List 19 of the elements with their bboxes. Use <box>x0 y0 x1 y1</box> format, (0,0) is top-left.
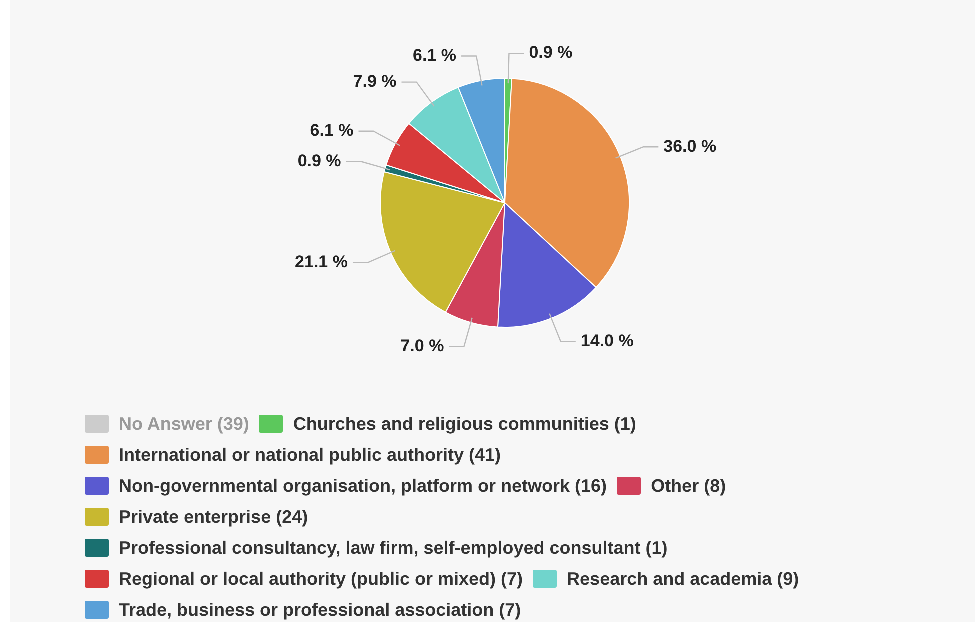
data-label: 36.0 % <box>664 136 717 156</box>
data-label: 6.1 % <box>310 121 354 140</box>
legend-label: Other (8) <box>651 475 726 498</box>
data-label: 7.9 % <box>353 72 397 92</box>
data-label: 0.9 % <box>298 151 342 170</box>
data-label: 0.9 % <box>529 43 573 62</box>
data-label: 21.1 % <box>295 252 348 272</box>
legend-label: Non-governmental organisation, platform or network (16) <box>119 475 608 498</box>
data-label: 14.0 % <box>580 331 634 350</box>
data-label: 7.0 % <box>400 336 444 356</box>
legend-label: Regional or local authority (public or mixed) (7) <box>119 568 524 591</box>
legend-label: Trade, business or professional association (7) <box>119 599 522 622</box>
legend-label: Churches and religious communities (1) <box>293 413 636 436</box>
legend-label: International or national public authority (41) <box>119 444 502 467</box>
legend-label: Professional consultancy, law firm, self-employed consultant (1) <box>119 537 668 560</box>
data-label: 6.1 % <box>413 46 457 65</box>
legend-label: No Answer (39) <box>119 413 250 436</box>
legend-label: Private enterprise (24) <box>119 506 308 529</box>
legend-label: Research and academia (9) <box>567 568 800 591</box>
